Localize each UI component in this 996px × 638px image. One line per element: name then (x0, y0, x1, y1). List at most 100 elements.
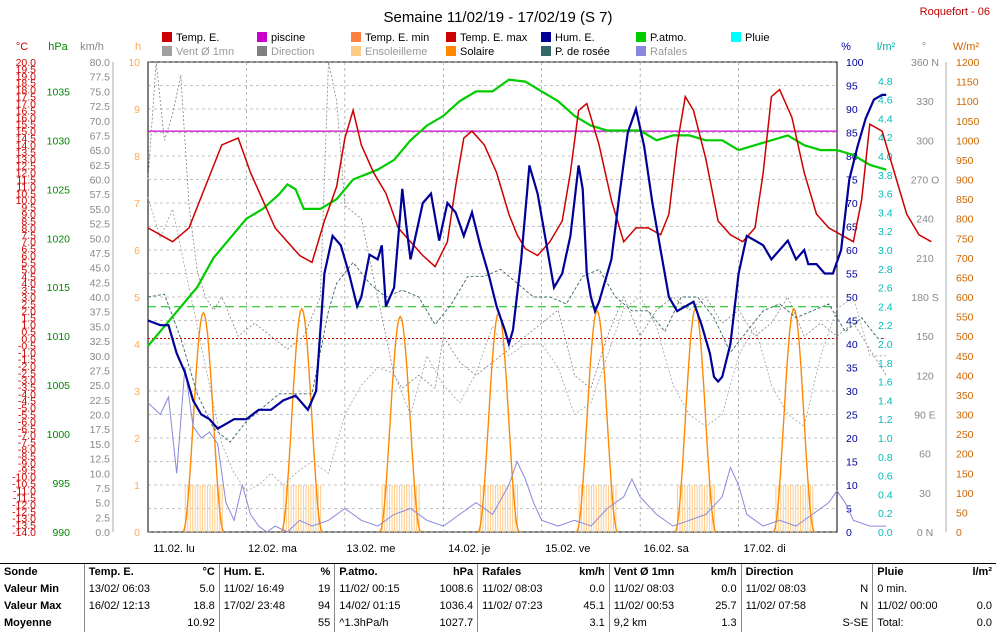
solar-tick: 850 (956, 194, 974, 206)
wind-tick: 80.0 (90, 57, 111, 69)
stats-cell: 0 min. (872, 581, 961, 598)
temp-tick: 11.0 (16, 181, 36, 193)
legend-swatch (636, 32, 646, 42)
solar-curve (182, 311, 225, 533)
day-label: 12.02. ma (248, 543, 298, 555)
temp-tick: 18.5 (16, 78, 37, 90)
wind-tick: 20.0 (90, 410, 111, 422)
temp-tick: 15.5 (16, 119, 37, 131)
stats-cell: N (860, 600, 869, 612)
solar-tick: 50 (956, 507, 968, 519)
solar-tick: 550 (956, 312, 974, 324)
sun-tick: 4 (134, 339, 140, 351)
series-layer (147, 61, 932, 533)
legend-swatch (731, 32, 741, 42)
temp-tick: 20.0 (16, 57, 37, 69)
sun-tick: 2 (134, 433, 140, 445)
legend-label: Ensoleilleme (365, 46, 427, 58)
legend-label: P. de rosée (555, 46, 610, 58)
stats-cell: Vent Ø 1mn (608, 564, 698, 581)
temp-tick: 3.5 (21, 285, 36, 297)
stats-cell: 3.1 (589, 617, 605, 629)
stats-cell (740, 615, 830, 632)
stats-cell: 18.8 (193, 600, 215, 612)
solar-tick: 450 (956, 351, 974, 363)
rain-tick: 0.0 (878, 527, 893, 539)
temp-tick: 9.0 (21, 209, 36, 221)
rain-tick: 0.6 (878, 471, 893, 483)
wind-tick: 10.0 (90, 468, 111, 480)
rain-tick: 2.0 (878, 339, 893, 351)
stats-cell: 11/02/ 00:15 (334, 581, 424, 598)
rain-tick: 2.2 (878, 320, 893, 332)
legend-label: Rafales (650, 46, 688, 58)
stats-cell: 5.0 (199, 583, 215, 595)
press-tick: 1015 (47, 282, 71, 294)
rain-tick: 3.8 (878, 170, 893, 182)
press-tick: 1030 (47, 135, 71, 147)
stats-cell: 14/02/ 01:15 (334, 598, 424, 615)
wind-tick: 77.5 (90, 72, 111, 84)
stats-cell (829, 564, 873, 581)
series-direction (147, 61, 887, 390)
wind-tick: 15.0 (90, 439, 111, 451)
axis-unit: h (135, 41, 141, 53)
dir-tick: 0 N (917, 527, 933, 539)
sun-tick: 5 (134, 292, 140, 304)
stats-cell: 25.7 (715, 600, 737, 612)
stats-cell: 11/02/ 16:49 (218, 581, 309, 598)
temp-tick: -9.0 (18, 458, 36, 470)
day-label: 13.02. me (346, 543, 395, 555)
rain-tick: 0.8 (878, 452, 893, 464)
solar-curve (280, 307, 323, 533)
temp-tick: 18.0 (16, 85, 37, 97)
temp-tick: -6.5 (18, 423, 36, 435)
solar-tick: 250 (956, 429, 974, 441)
stats-row: Valeur Min 13/02/ 06:03 5.0 11/02/ 16:49 19 1… (0, 581, 996, 598)
legend-label: piscine (271, 32, 305, 44)
temp-tick: 13.0 (16, 154, 37, 166)
temp-tick: -11.0 (13, 486, 36, 498)
temp-tick: 19.5 (16, 64, 37, 76)
temp-tick: 5.5 (21, 257, 36, 269)
stats-cell: 0.0 (976, 600, 992, 612)
temp-tick: 16.0 (16, 112, 37, 124)
dir-tick: 300 (916, 135, 934, 147)
sun-tick: 9 (134, 104, 140, 116)
temp-tick: -9.5 (18, 465, 36, 477)
stats-cell: Rafales (477, 564, 566, 581)
legend-swatch (162, 32, 172, 42)
temp-tick: 11.5 (16, 175, 36, 187)
solar-tick: 1050 (956, 116, 980, 128)
day-labels: 11.02. lu 12.02. ma 13.02. me 14.02. je 15.0… (153, 543, 785, 555)
temp-tick: -10.0 (12, 472, 36, 484)
sun-tick: 8 (134, 151, 140, 163)
solar-tick: 1100 (956, 96, 979, 108)
day-label: 14.02. je (448, 543, 490, 555)
rain-tick: 3.0 (878, 245, 893, 257)
station-name: Roquefort - 06 (920, 6, 990, 18)
wind-tick: 50.0 (90, 233, 111, 245)
axis-unit: W/m² (953, 41, 980, 53)
stats-cell: 0.0 (976, 617, 992, 629)
dir-tick: 90 E (914, 410, 936, 422)
stats-cell: 11/02/ 08:03 (608, 581, 698, 598)
legend-swatch (257, 32, 267, 42)
wind-tick: 42.5 (90, 277, 111, 289)
rain-tick: 1.0 (878, 433, 893, 445)
sun-tick: 10 (128, 57, 140, 69)
wind-tick: 30.0 (90, 351, 111, 363)
series-rafales (147, 367, 887, 533)
dir-tick: 210 (916, 253, 934, 265)
hum-tick: 5 (846, 504, 852, 516)
temp-tick: -8.5 (18, 451, 36, 463)
hum-tick: 35 (846, 363, 858, 375)
temp-tick: 12.5 (16, 161, 37, 173)
axes: -14.0-13.5-13.0-12.5-12.0-11.5-11.0-10.5… (12, 57, 979, 539)
stats-cell: km/h (710, 566, 737, 578)
wind-tick: 0.0 (95, 527, 110, 539)
solar-tick: 300 (956, 410, 974, 422)
wind-tick: 35.0 (90, 321, 111, 333)
solar-curve (772, 307, 816, 533)
legend-label: Pluie (745, 32, 769, 44)
